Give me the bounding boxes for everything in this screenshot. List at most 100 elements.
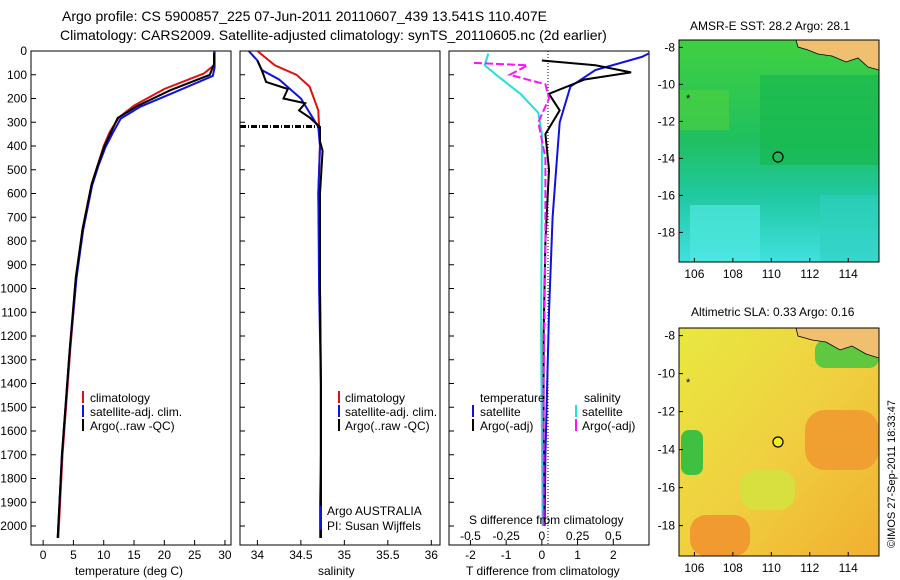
difference-legend: temperature salinity satellite Argo(-adj…: [472, 391, 635, 433]
depth-tick-label: 2000: [0, 519, 27, 533]
map-x-tick-label: 114: [839, 561, 858, 575]
depth-tick-label: 1900: [0, 495, 27, 509]
map-y-tick-label: -18: [658, 225, 676, 239]
depth-tick-labels: 0 100 200 300 400 500 600 700 800 900 1000 1100 1200…: [0, 44, 454, 533]
depth-tick-label: 600: [7, 187, 27, 201]
x-tick-label: 2: [610, 548, 617, 562]
depth-tick-label: 1100: [1, 305, 27, 319]
difference-axes: [448, 50, 650, 546]
series-satellite-adj-clim-: [56, 51, 216, 538]
salinity-x-ticks: 34 34.5 35 35.5 36: [251, 540, 438, 562]
sla-low-patch: [740, 470, 795, 510]
series-s-argo-adj-: [473, 61, 551, 526]
t-difference-xlabel: T difference from climatology: [466, 564, 620, 578]
legend-s-argo-label: Argo(-adj): [582, 419, 635, 433]
argo-note-line-1: Argo AUSTRALIA: [327, 504, 422, 518]
s-tick-label: -0.5: [460, 529, 481, 543]
depth-tick-label: 1600: [0, 424, 27, 438]
sst-warm-patch: [760, 75, 879, 165]
series-argo-raw-qc-: [56, 53, 215, 538]
legend-temperature-header: temperature: [480, 391, 545, 405]
series-climatology: [256, 51, 322, 538]
temperature-axes: [30, 50, 232, 546]
argo-location-marker: [772, 436, 784, 448]
depth-tick-label: 400: [7, 139, 27, 153]
salinity-xlabel: salinity: [318, 564, 355, 578]
sst-map-frame: [678, 39, 880, 263]
map-y-tick-label: -16: [658, 481, 676, 495]
depth-tick-label: 800: [7, 234, 27, 248]
x-tick-label: 30: [218, 548, 232, 562]
map-x-tick-label: 112: [800, 561, 819, 575]
temperature-legend: climatology satellite-adj. clim. Argo(..…: [82, 391, 182, 433]
map-x-tick-label: 106: [684, 561, 704, 575]
map-y-tick-label: -14: [658, 151, 676, 165]
map-y-tick-label: -18: [658, 519, 676, 533]
salinity-profiles: [240, 51, 324, 538]
x-tick-label: 25: [188, 548, 202, 562]
x-tick-label: 34.5: [289, 548, 313, 562]
legend-climatology-label: climatology: [90, 391, 150, 405]
map-x-tick-label: 110: [762, 267, 781, 281]
map-y-tick-label: -16: [658, 188, 676, 202]
argo-note-line-2: PI: Susan Wijffels: [327, 519, 421, 533]
legend-argo-label: Argo(..raw -QC): [345, 419, 430, 433]
depth-tick-label: 1800: [0, 472, 27, 486]
difference-panel: -2 -1 0 1 2 -0.5 -0.25 0 0.25 0.5 S difference f…: [448, 50, 650, 578]
series-satellite-adj-clim-: [247, 51, 322, 538]
x-tick-label: 0: [539, 548, 546, 562]
sla-high-patch: [805, 410, 879, 470]
legend-satellite-label: satellite-adj. clim.: [90, 405, 182, 419]
s-difference-x-ticks: -0.5 -0.25 0 0.25 0.5: [460, 529, 622, 543]
header-line-1: Argo profile: CS 5900857_225 07-Jun-2011…: [62, 8, 547, 24]
depth-tick-label: 200: [7, 92, 27, 106]
sla-low-patch: [681, 430, 703, 475]
salinity-axes: [239, 50, 441, 546]
x-tick-label: -2: [465, 548, 476, 562]
temperature-x-ticks: 0 5 10 15 20 25 30: [40, 540, 232, 562]
sla-map: Altimetric SLA: 0.33 Argo: 0.16 * 106 108…: [658, 305, 880, 575]
x-tick-label: 35.5: [376, 548, 400, 562]
sla-map-frame: [678, 327, 880, 557]
temperature-profiles: [56, 51, 216, 538]
map-x-tick-label: 108: [723, 561, 743, 575]
x-tick-label: 5: [70, 548, 77, 562]
legend-satellite-label: satellite-adj. clim.: [345, 405, 437, 419]
series-climatology: [57, 51, 215, 538]
imos-watermark: ©IMOS 27-Sep-2011 18:33:47: [886, 400, 898, 548]
land-mass: [795, 328, 879, 359]
depth-tick-label: 500: [7, 163, 27, 177]
map-x-tick-label: 112: [800, 267, 819, 281]
depth-tick-label: 0: [20, 44, 27, 58]
series-s-satellite: [483, 53, 544, 527]
map-x-tick-label: 110: [762, 561, 781, 575]
depth-tick-label: 700: [7, 210, 27, 224]
legend-argo-label: Argo(..raw -QC): [90, 419, 175, 433]
x-tick-label: 20: [158, 548, 172, 562]
map-y-tick-label: -10: [658, 77, 676, 91]
map-y-tick-label: -12: [658, 405, 676, 419]
depth-tick-label: 1400: [0, 377, 27, 391]
argo-location-marker: [772, 151, 784, 163]
t-difference-x-ticks: -2 -1 0 1 2: [465, 540, 617, 562]
temperature-panel: 0100200300400500600700800900100011001200…: [0, 44, 454, 578]
map-y-tick-label: -14: [658, 443, 676, 457]
depth-tick-label: 1700: [0, 448, 27, 462]
legend-salinity-header: salinity: [584, 391, 621, 405]
depth-tick-label: 1200: [0, 329, 27, 343]
salinity-legend: climatology satellite-adj. clim. Argo(..…: [338, 391, 437, 433]
map-y-tick-label: -8: [664, 329, 675, 343]
depth-tick-label: 1300: [0, 353, 27, 367]
map-y-tick-label: -12: [658, 114, 676, 128]
map-x-tick-label: 106: [684, 267, 704, 281]
series-t-satellite: [543, 52, 649, 527]
legend-climatology-label: climatology: [345, 391, 405, 405]
legend-t-argo-label: Argo(-adj): [480, 419, 533, 433]
x-tick-label: 15: [127, 548, 141, 562]
sst-map-title: AMSR-E SST: 28.2 Argo: 28.1: [690, 19, 850, 33]
series-t-argo-adj-: [541, 59, 632, 526]
island-marker: *: [686, 377, 691, 389]
salinity-panel: 34 34.5 35 35.5 36 salinity climatology sate…: [239, 50, 441, 578]
legend-t-satellite-label: satellite: [480, 405, 521, 419]
